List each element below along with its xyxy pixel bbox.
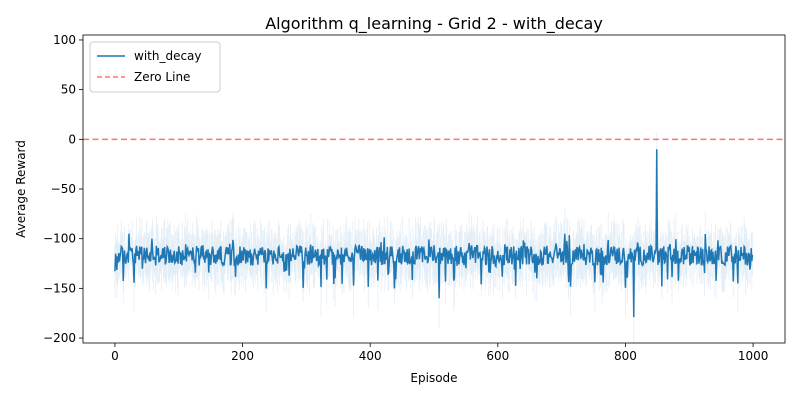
legend-label-zero-line: Zero Line bbox=[134, 70, 190, 84]
series-line-with-decay bbox=[114, 149, 754, 318]
y-axis-label: Average Reward bbox=[14, 140, 28, 238]
legend-box bbox=[89, 41, 221, 93]
y-axis: −200 −150 −100 −50 0 50 100 bbox=[43, 33, 83, 345]
y-tick-label: 100 bbox=[53, 33, 76, 47]
x-tick-label: 200 bbox=[231, 349, 254, 363]
y-tick-label: −100 bbox=[43, 232, 76, 246]
y-tick-label: −50 bbox=[51, 182, 76, 196]
y-tick-label: −150 bbox=[43, 281, 76, 295]
y-tick-label: −200 bbox=[43, 331, 76, 345]
legend: with_decay Zero Line bbox=[89, 41, 221, 93]
legend-label-with-decay: with_decay bbox=[134, 49, 202, 63]
x-tick-label: 400 bbox=[359, 349, 382, 363]
y-tick-label: 0 bbox=[68, 132, 76, 146]
x-tick-label: 1000 bbox=[738, 349, 769, 363]
x-tick-label: 0 bbox=[111, 349, 119, 363]
x-axis-label: Episode bbox=[410, 371, 457, 385]
x-tick-label: 800 bbox=[614, 349, 637, 363]
x-axis: 0 200 400 600 800 1000 bbox=[111, 343, 768, 363]
chart-title: Algorithm q_learning - Grid 2 - with_dec… bbox=[265, 14, 603, 34]
x-tick-label: 600 bbox=[486, 349, 509, 363]
y-tick-label: 50 bbox=[61, 83, 76, 97]
